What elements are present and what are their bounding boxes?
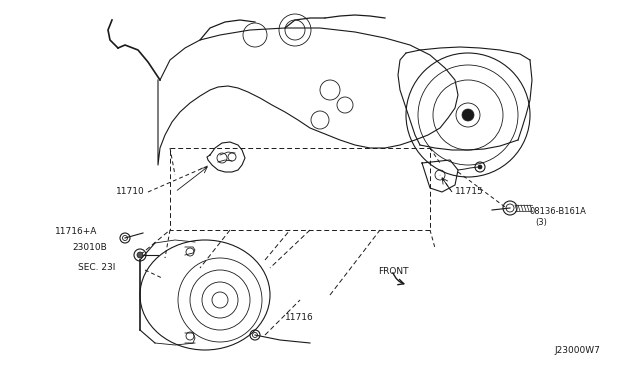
Circle shape (462, 109, 474, 121)
Text: 23010B: 23010B (72, 244, 107, 253)
Text: SEC. 23I: SEC. 23I (78, 263, 115, 273)
Text: FRONT: FRONT (378, 267, 408, 276)
Circle shape (137, 252, 143, 258)
Text: 11715: 11715 (455, 187, 484, 196)
Text: J23000W7: J23000W7 (554, 346, 600, 355)
Text: 08136-B161A: 08136-B161A (530, 208, 587, 217)
Text: 11710: 11710 (116, 187, 145, 196)
Circle shape (478, 165, 482, 169)
Text: 11716+A: 11716+A (55, 228, 97, 237)
Text: (3): (3) (535, 218, 547, 227)
Text: 11716: 11716 (285, 314, 314, 323)
